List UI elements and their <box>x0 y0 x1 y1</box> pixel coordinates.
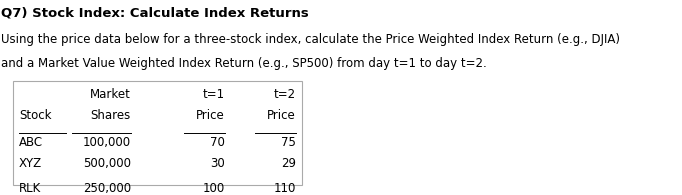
Text: 30: 30 <box>210 157 225 170</box>
Text: 100: 100 <box>203 182 225 195</box>
Text: 250,000: 250,000 <box>83 182 131 195</box>
Text: t=1: t=1 <box>203 88 225 101</box>
Text: 500,000: 500,000 <box>83 157 131 170</box>
Text: Price: Price <box>196 109 225 122</box>
Text: ABC: ABC <box>19 136 43 150</box>
Text: t=2: t=2 <box>273 88 296 101</box>
Text: 70: 70 <box>210 136 225 150</box>
Text: Using the price data below for a three-stock index, calculate the Price Weighted: Using the price data below for a three-s… <box>1 33 621 46</box>
Text: Q7) Stock Index: Calculate Index Returns: Q7) Stock Index: Calculate Index Returns <box>1 7 309 20</box>
Text: Market: Market <box>90 88 131 101</box>
Text: and a Market Value Weighted Index Return (e.g., SP500) from day t=1 to day t=2.: and a Market Value Weighted Index Return… <box>1 57 487 70</box>
Text: 110: 110 <box>273 182 296 195</box>
Text: 29: 29 <box>281 157 296 170</box>
Text: Shares: Shares <box>91 109 131 122</box>
Text: Price: Price <box>267 109 296 122</box>
Text: Stock: Stock <box>19 109 52 122</box>
Text: 75: 75 <box>281 136 296 150</box>
Text: RLK: RLK <box>19 182 42 195</box>
Text: XYZ: XYZ <box>19 157 42 170</box>
Text: 100,000: 100,000 <box>83 136 131 150</box>
